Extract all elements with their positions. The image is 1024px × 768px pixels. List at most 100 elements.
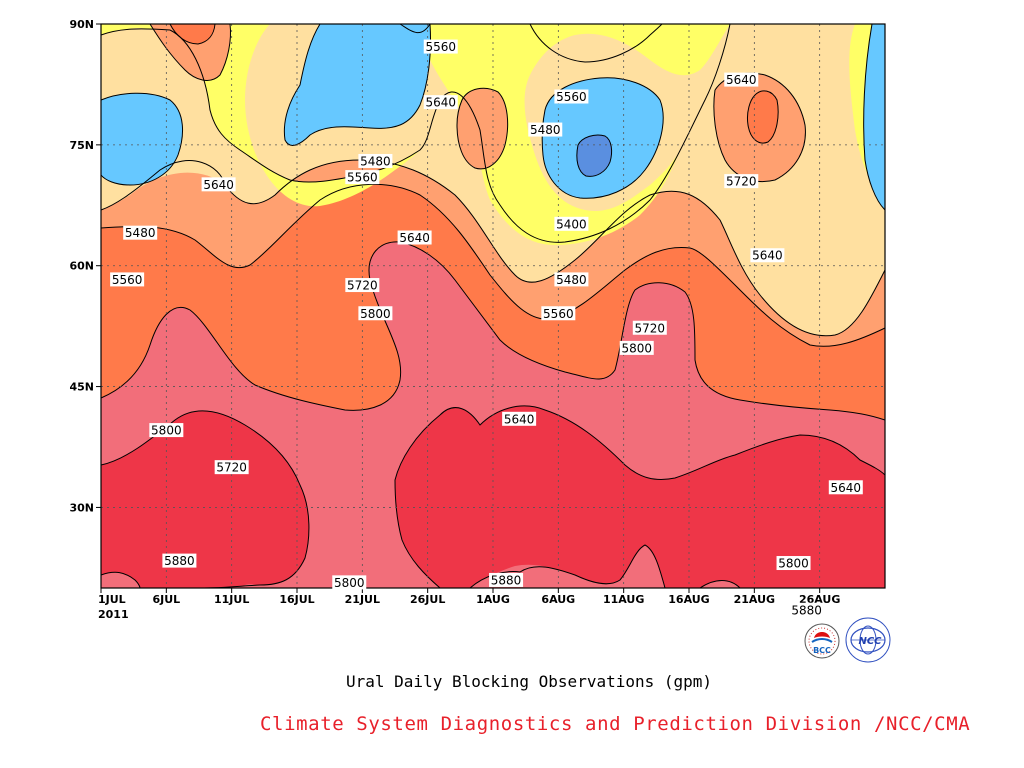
contour-label: 5480	[554, 272, 589, 287]
contour-label-bg	[502, 411, 537, 426]
y-tick-label: 45N	[69, 381, 94, 394]
contour-label: 5560	[423, 39, 458, 54]
contour-label-bg	[110, 272, 145, 287]
contour-5720-north-a	[169, 23, 216, 45]
contour-label: 5480	[528, 122, 563, 137]
x-tick-label: 6AUG	[541, 593, 575, 606]
contour-label: 5640	[201, 177, 236, 192]
contour-label: 5480	[123, 225, 158, 240]
contour-label-bg	[123, 225, 158, 240]
contour-label-bg	[724, 174, 759, 189]
x-tick-label: 1AUG	[476, 593, 510, 606]
chart-title: Ural Daily Blocking Observations (gpm)	[346, 672, 713, 691]
contour-label-bg	[201, 177, 236, 192]
contour-label-text: 5480	[530, 123, 561, 137]
credit-line: Climate System Diagnostics and Predictio…	[260, 713, 971, 735]
contour-5880-c	[100, 571, 141, 589]
x-year-label: 2011	[98, 608, 129, 621]
x-tick-label: 6JUL	[152, 593, 180, 606]
contour-label-bg	[423, 95, 458, 110]
contour-label-text: 5880	[791, 603, 822, 617]
contour-5640-north-b	[456, 87, 509, 170]
band-below-5400	[576, 135, 612, 177]
contour-5880-e	[699, 580, 741, 589]
x-tick-label: 16JUL	[279, 593, 314, 606]
contour-label: 5560	[345, 170, 380, 185]
contour-label-bg	[489, 572, 524, 587]
ncc-logo: NCC	[845, 617, 891, 663]
contour-label-text: 5800	[621, 341, 652, 355]
y-tick-label: 90N	[69, 18, 94, 31]
contour-label: 5640	[828, 480, 863, 495]
contour-label-text: 5800	[778, 557, 809, 571]
contour-label: 5720	[724, 174, 759, 189]
contour-5720-main	[100, 183, 886, 347]
contour-label-text: 5720	[726, 175, 757, 189]
contour-5880-d	[469, 544, 666, 589]
contour-label: 5640	[502, 411, 537, 426]
contour-label: 5800	[776, 556, 811, 571]
contour-label-text: 5480	[360, 154, 391, 168]
contour-label-bg	[332, 575, 367, 590]
band-5400-5480-a	[101, 93, 183, 185]
contour-5720-north-c	[747, 90, 779, 144]
contour-label-bg	[554, 272, 589, 287]
contour-label: 5880	[789, 602, 824, 617]
x-tick-label: 26JUL	[410, 593, 445, 606]
axis-ticks	[96, 23, 821, 593]
contour-label-text: 5800	[334, 576, 365, 590]
bcc-logo: BCC	[804, 623, 840, 659]
band-5400-5480-d	[863, 24, 885, 210]
x-tick-label: 26AUG	[799, 593, 840, 606]
contour-label-bg	[776, 556, 811, 571]
contour-label-text: 5720	[347, 279, 378, 293]
contour-label-bg	[828, 480, 863, 495]
contour-5480-d	[863, 23, 886, 211]
contour-label: 5640	[724, 72, 759, 87]
contour-lines	[100, 23, 886, 589]
band-above-5880-c	[101, 572, 140, 588]
contour-label-bg	[345, 170, 380, 185]
patch-5720-north-a	[170, 24, 215, 44]
band-above-5880-d	[240, 584, 262, 588]
contour-label-text: 5720	[216, 461, 247, 475]
y-tick-label: 60N	[69, 260, 94, 273]
contour-label-text: 5640	[425, 96, 456, 110]
contour-label-bg	[358, 153, 393, 168]
x-tick-labels: 1JUL 6JUL 11JUL 16JUL 21JUL 26JUL 1AUG 6AUG 11AU…	[98, 593, 840, 606]
contour-label: 5880	[489, 572, 524, 587]
contour-label-bg	[750, 248, 785, 263]
contour-label-bg	[541, 306, 576, 321]
contour-label: 5640	[423, 95, 458, 110]
contour-label-text: 5640	[203, 178, 234, 192]
contour-label-text: 5880	[164, 554, 195, 568]
y-tick-label: 30N	[69, 501, 94, 514]
patch-5640-north-b	[457, 88, 508, 169]
contour-5800-main	[100, 241, 886, 421]
contour-5640-north-c	[713, 72, 806, 183]
x-tick-label: 1JUL	[98, 593, 126, 606]
contour-label-text: 5800	[360, 307, 391, 321]
x-tick-label: 11AUG	[603, 593, 644, 606]
x-tick-label: 11JUL	[214, 593, 249, 606]
contour-5480-b	[283, 23, 431, 146]
contour-label-text: 5640	[399, 231, 430, 245]
contour-label: 5480	[358, 153, 393, 168]
x-tick-label: 21JUL	[345, 593, 380, 606]
contour-label: 5640	[750, 248, 785, 263]
contour-label-text: 5560	[112, 273, 143, 287]
contour-5480-c	[541, 77, 664, 199]
contour-label-bg	[554, 89, 589, 104]
contour-label-bg	[789, 602, 824, 617]
contour-label-bg	[358, 306, 393, 321]
contour-label: 5560	[110, 272, 145, 287]
grid-lines	[101, 24, 885, 588]
contour-label-bg	[149, 423, 184, 438]
contour-label-text: 5640	[831, 481, 862, 495]
contour-label-text: 5640	[726, 73, 757, 87]
contour-label: 5560	[541, 306, 576, 321]
contour-label-bg	[214, 460, 249, 475]
contour-label: 5720	[214, 460, 249, 475]
contour-label-bg	[345, 278, 380, 293]
contour-label-bg	[619, 340, 654, 355]
